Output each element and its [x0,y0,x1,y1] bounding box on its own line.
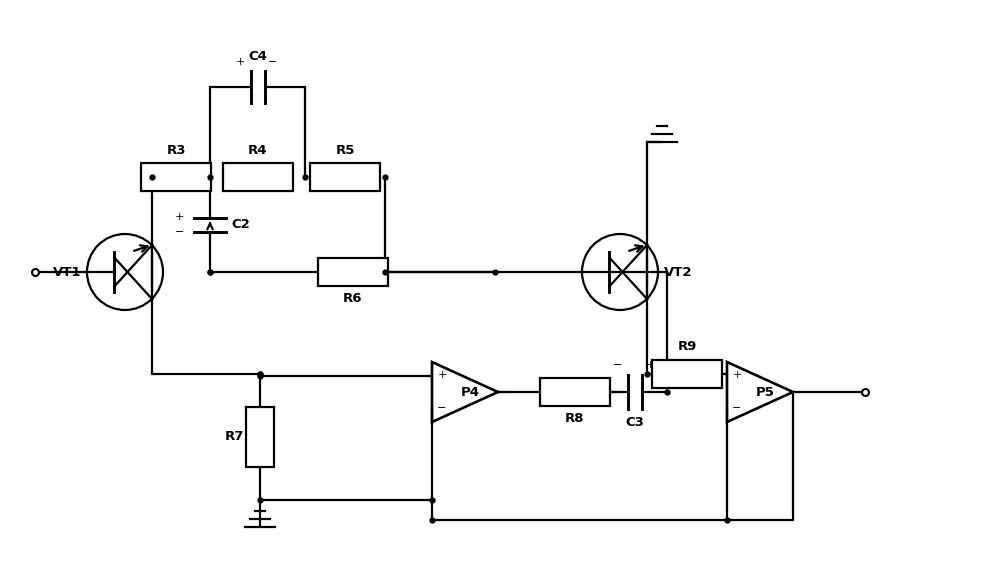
Text: −: − [175,227,184,237]
Text: −: − [437,403,447,414]
Text: +: + [645,360,655,370]
Bar [540,378,610,406]
Text: −: − [268,57,277,67]
Bar [318,258,388,286]
Text: C4: C4 [248,50,267,62]
Text: VT1: VT1 [53,265,81,279]
Text: P5: P5 [756,385,774,399]
Text: −: − [613,360,623,370]
Bar [652,360,722,388]
Bar [141,163,211,191]
Text: C3: C3 [626,415,644,429]
Text: +: + [732,370,742,380]
Text: R4: R4 [248,144,267,156]
Bar [223,163,293,191]
Text: C2: C2 [232,218,250,231]
Bar [310,163,380,191]
Text: −: − [732,403,742,414]
Text: R8: R8 [565,413,585,425]
Text: VT2: VT2 [664,265,692,279]
Text: +: + [175,212,184,223]
Text: R5: R5 [335,144,355,156]
Text: R9: R9 [677,340,697,354]
Text: +: + [236,57,245,67]
Text: +: + [437,370,447,380]
Text: R3: R3 [166,144,186,156]
Text: R6: R6 [343,293,362,305]
Text: P4: P4 [461,385,480,399]
Text: R7: R7 [224,430,244,444]
Bar [246,407,274,467]
